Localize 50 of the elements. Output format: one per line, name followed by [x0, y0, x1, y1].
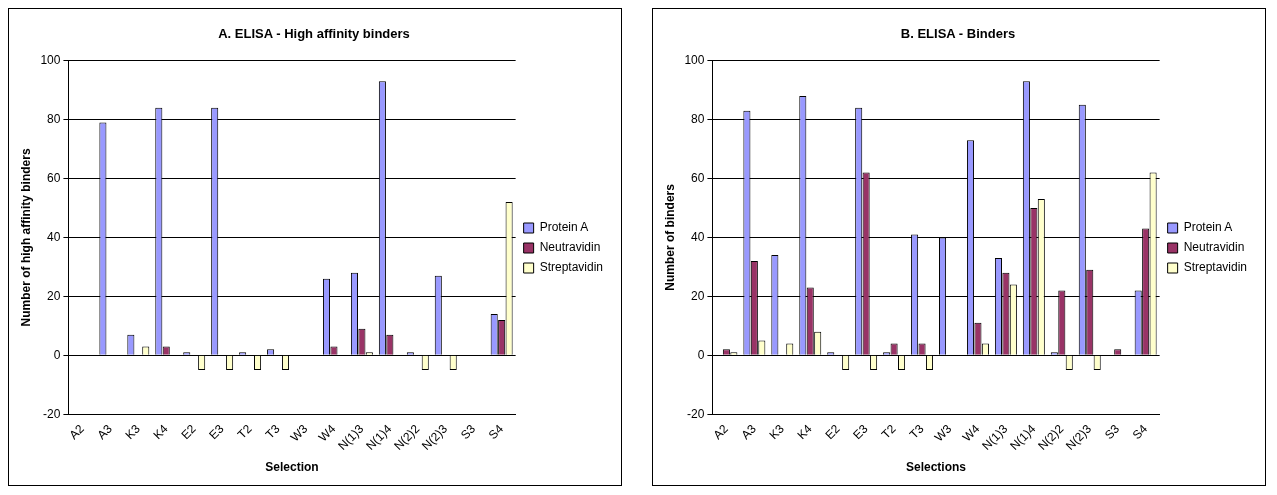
y-tick-label: 0 [53, 347, 61, 362]
y-tick-label: 0 [697, 347, 705, 362]
chart-title: A. ELISA - High affinity binders [218, 26, 410, 42]
x-tick-label: E2 [178, 421, 199, 443]
legend-label: Neutravidin [1183, 240, 1245, 255]
y-tick-label: -20 [43, 406, 61, 421]
x-tick-label: K3 [766, 421, 787, 443]
x-axis-title: Selection [265, 460, 319, 475]
x-tick-label: T2 [878, 421, 899, 442]
y-tick-label: 40 [47, 229, 61, 244]
x-tick-label: T3 [906, 421, 927, 442]
legend-label: Streptavidin [539, 260, 604, 275]
x-tick-label: W4 [315, 421, 339, 445]
x-axis-title: Selections [906, 460, 967, 475]
legend-label: Streptavidin [1183, 260, 1248, 275]
y-tick-label: 80 [47, 111, 61, 126]
y-tick-label: 80 [691, 111, 705, 126]
x-tick-label: K4 [150, 421, 171, 443]
y-axis-title: Number of high affinity binders [18, 148, 33, 327]
y-tick-label: 40 [691, 229, 705, 244]
x-tick-label: T2 [234, 421, 255, 442]
x-tick-label: S4 [1129, 421, 1151, 443]
y-tick-label: 20 [691, 288, 705, 303]
x-tick-label: S3 [1101, 421, 1123, 443]
y-axis-title: Number of binders [662, 183, 677, 291]
y-tick-label: 60 [691, 170, 705, 185]
x-tick-label: E3 [206, 421, 227, 443]
x-tick-label: T3 [262, 421, 283, 442]
y-tick-label: -20 [687, 406, 705, 421]
x-tick-label: W3 [931, 421, 955, 445]
x-tick-label: E3 [850, 421, 871, 443]
legend-label: Protein A [539, 220, 589, 235]
x-tick-label: K4 [794, 421, 815, 443]
x-tick-label: A3 [738, 421, 760, 443]
x-tick-label: A2 [66, 421, 88, 443]
y-tick-label: 20 [47, 288, 61, 303]
x-tick-label: S4 [485, 421, 507, 443]
legend-label: Neutravidin [539, 240, 601, 255]
chart-title: B. ELISA - Binders [900, 26, 1016, 42]
x-tick-label: E2 [822, 421, 843, 443]
x-tick-label: A2 [710, 421, 732, 443]
x-tick-label: W4 [959, 421, 983, 445]
y-tick-label: 60 [47, 170, 61, 185]
x-tick-label: S3 [457, 421, 479, 443]
legend-label: Protein A [1183, 220, 1233, 235]
x-tick-label: A3 [94, 421, 116, 443]
y-tick-label: 100 [40, 52, 61, 67]
y-tick-label: 100 [684, 52, 705, 67]
x-tick-label: W3 [287, 421, 311, 445]
x-tick-label: K3 [122, 421, 143, 443]
